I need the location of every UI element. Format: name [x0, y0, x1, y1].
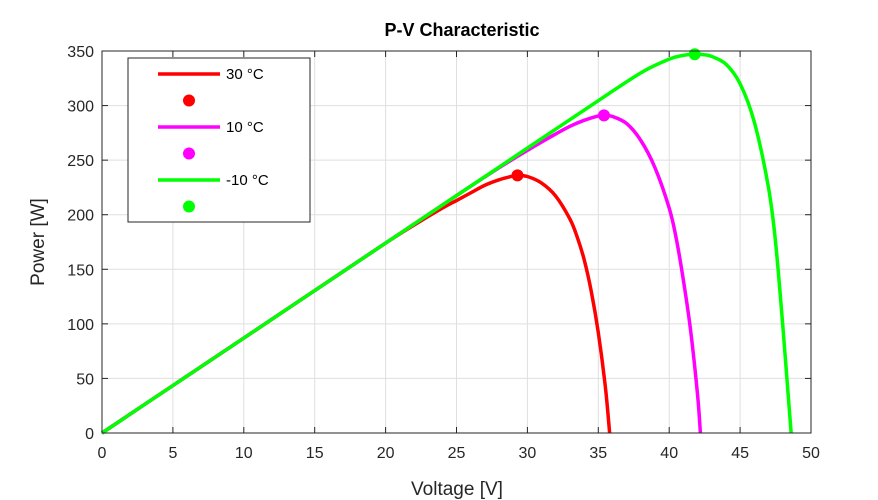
y-tick-label: 300	[67, 99, 94, 116]
y-tick-label: 50	[76, 371, 94, 388]
y-tick-label: 350	[67, 44, 94, 61]
y-axis-ticks: 0 50 100 150 200 250 300 350	[67, 44, 811, 443]
x-axis-label: Voltage [V]	[411, 479, 503, 500]
x-tick-label: 50	[802, 445, 820, 462]
x-tick-label: 40	[660, 445, 678, 462]
legend-marker-swatch	[183, 94, 195, 107]
legend-label: 10 °C	[226, 119, 264, 136]
x-tick-label: 25	[448, 445, 466, 462]
y-tick-label: 100	[67, 317, 94, 334]
x-tick-label: 30	[519, 445, 537, 462]
mpp-marker	[688, 48, 701, 61]
y-axis-label: Power [W]	[28, 198, 49, 286]
legend-label: -10 °C	[226, 172, 269, 189]
x-axis-ticks: 0 5 10 15 20 25 30 35 40 45 50	[98, 51, 820, 462]
x-tick-label: 35	[589, 445, 607, 462]
x-tick-label: 20	[377, 445, 395, 462]
legend-marker-swatch	[183, 147, 195, 160]
x-tick-label: 10	[235, 445, 253, 462]
legend-label: 30 °C	[226, 66, 264, 83]
legend: 30 °C 10 °C -10 °C	[127, 57, 311, 223]
x-tick-label: 0	[98, 445, 107, 462]
y-tick-label: 0	[85, 426, 94, 443]
legend-marker-swatch	[183, 200, 195, 213]
legend-box	[127, 57, 311, 223]
mpp-marker	[597, 109, 610, 122]
series-lines	[101, 52, 793, 435]
x-tick-label: 5	[168, 445, 177, 462]
y-tick-label: 200	[67, 208, 94, 225]
mpp-marker	[511, 169, 524, 182]
x-tick-label: 45	[731, 445, 749, 462]
y-tick-label: 150	[67, 262, 94, 279]
y-tick-label: 250	[67, 153, 94, 170]
series-line	[101, 52, 793, 435]
chart-title: P-V Characteristic	[384, 20, 539, 40]
x-tick-label: 15	[306, 445, 324, 462]
